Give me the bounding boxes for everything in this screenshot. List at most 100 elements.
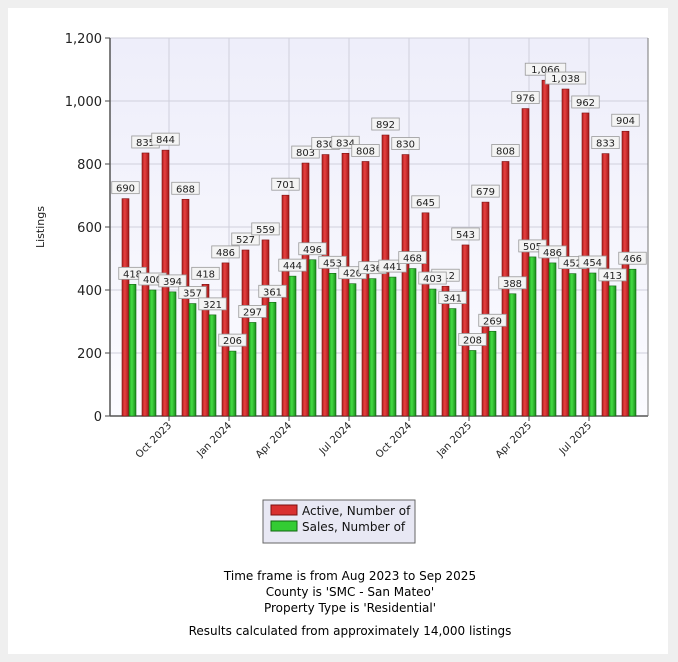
data-label-active: 976	[516, 94, 535, 105]
data-label-sales: 357	[183, 289, 202, 300]
caption-timeframe: Time frame is from Aug 2023 to Sep 2025	[223, 569, 477, 583]
active-bar	[281, 194, 290, 417]
data-label-active: 645	[416, 198, 435, 209]
sales-bar	[348, 283, 357, 417]
active-bar	[601, 153, 610, 417]
x-tick-label: Apr 2025	[494, 420, 534, 460]
y-tick-label: 1,200	[65, 32, 102, 47]
data-label-active: 904	[616, 116, 635, 127]
x-tick-label: Oct 2023	[134, 420, 174, 460]
data-label-box	[218, 333, 247, 347]
x-tick-label: Jul 2025	[557, 420, 594, 457]
data-label-sales: 496	[303, 245, 322, 256]
data-label-sales: 454	[583, 258, 602, 269]
data-label-box	[471, 184, 500, 198]
data-label-active: 527	[236, 235, 255, 246]
data-label-box	[598, 268, 627, 282]
data-label-box	[571, 95, 600, 109]
data-label-active: 844	[156, 135, 175, 146]
chart-caption: Time frame is from Aug 2023 to Sep 2025 …	[0, 568, 678, 639]
data-label-active: 962	[576, 98, 595, 109]
data-label-box	[578, 255, 607, 269]
data-label-sales: 420	[343, 269, 362, 280]
data-label-active: 830	[316, 140, 335, 151]
data-label-sales: 418	[123, 269, 142, 280]
data-label-sales: 436	[363, 264, 382, 275]
caption-property-type: Property Type is 'Residential'	[263, 601, 437, 615]
data-label-active: 830	[396, 140, 415, 151]
active-bar	[381, 134, 390, 417]
legend-swatch-active	[270, 504, 298, 516]
data-label-active: 892	[376, 120, 395, 131]
sales-bar	[628, 268, 637, 417]
data-label-sales: 505	[523, 242, 542, 253]
active-bar	[481, 201, 490, 417]
data-label-active: 834	[336, 138, 355, 149]
sales-bar	[268, 301, 277, 417]
sales-bar	[128, 284, 137, 417]
data-label-box	[511, 91, 540, 104]
legend-label-active: Active, Number of	[302, 504, 411, 518]
x-tick-label: Apr 2024	[254, 420, 294, 460]
active-bar	[181, 198, 190, 417]
data-label-box	[238, 305, 267, 318]
active-bar	[441, 285, 450, 417]
data-label-active: 418	[196, 269, 215, 280]
active-bar	[461, 244, 470, 417]
sales-bar	[228, 350, 237, 417]
data-label-box	[491, 144, 520, 157]
sales-bar	[568, 273, 577, 417]
x-tick-label: Jan 2025	[434, 420, 474, 460]
x-tick-label: Jul 2024	[317, 420, 354, 457]
listings-bar-chart: 0 200 400 600 800 1,000 1,200 Oct 2023 Jan 2024 A…	[34, 32, 649, 544]
active-bar	[321, 154, 330, 417]
data-label-sales: 297	[243, 307, 262, 318]
data-label-sales: 206	[223, 336, 242, 347]
data-label-box	[211, 245, 240, 259]
data-label-box	[151, 132, 180, 146]
data-label-box	[171, 181, 200, 195]
data-label-box	[398, 251, 427, 264]
data-label-box	[158, 274, 187, 288]
data-label-box	[538, 245, 567, 259]
active-bar	[401, 154, 410, 417]
sales-bar	[548, 262, 557, 417]
data-label-box	[351, 144, 380, 157]
data-label-box	[418, 271, 447, 285]
data-label-active: 1,038	[551, 74, 580, 85]
sales-bar	[188, 303, 197, 417]
active-bar	[341, 152, 350, 417]
sales-bar	[588, 272, 597, 417]
data-label-active: 701	[276, 180, 295, 191]
y-tick-label: 1,000	[65, 95, 102, 110]
data-label-active: 688	[176, 184, 195, 195]
sales-bar	[208, 314, 217, 417]
sales-bar	[288, 275, 297, 417]
data-label-active: 808	[356, 146, 375, 157]
y-tick-label: 400	[77, 284, 102, 299]
data-label-active: 835	[136, 138, 155, 149]
data-label-active: 543	[456, 230, 475, 241]
data-label-sales: 400	[143, 275, 162, 286]
active-bar	[301, 162, 310, 417]
data-label-box	[498, 276, 527, 290]
data-label-active: 1,066	[531, 65, 560, 76]
data-label-box	[618, 251, 647, 265]
data-label-active: 690	[116, 184, 135, 195]
sales-bar	[368, 278, 377, 417]
caption-results: Results calculated from approximately 14…	[188, 624, 512, 638]
sales-bar	[248, 322, 257, 417]
sales-bar	[308, 259, 317, 417]
sales-bar	[428, 288, 437, 417]
sales-bar	[408, 268, 417, 417]
data-label-active: 803	[296, 148, 315, 159]
data-label-sales: 269	[483, 316, 502, 327]
x-tick-label: Jan 2024	[194, 420, 234, 460]
data-label-sales: 403	[423, 274, 442, 285]
data-label-box	[458, 333, 487, 346]
active-bar	[361, 161, 370, 417]
data-label-active: 833	[596, 139, 615, 150]
data-label-box	[591, 136, 620, 150]
data-label-box	[178, 286, 207, 299]
data-label-sales: 486	[543, 248, 562, 259]
